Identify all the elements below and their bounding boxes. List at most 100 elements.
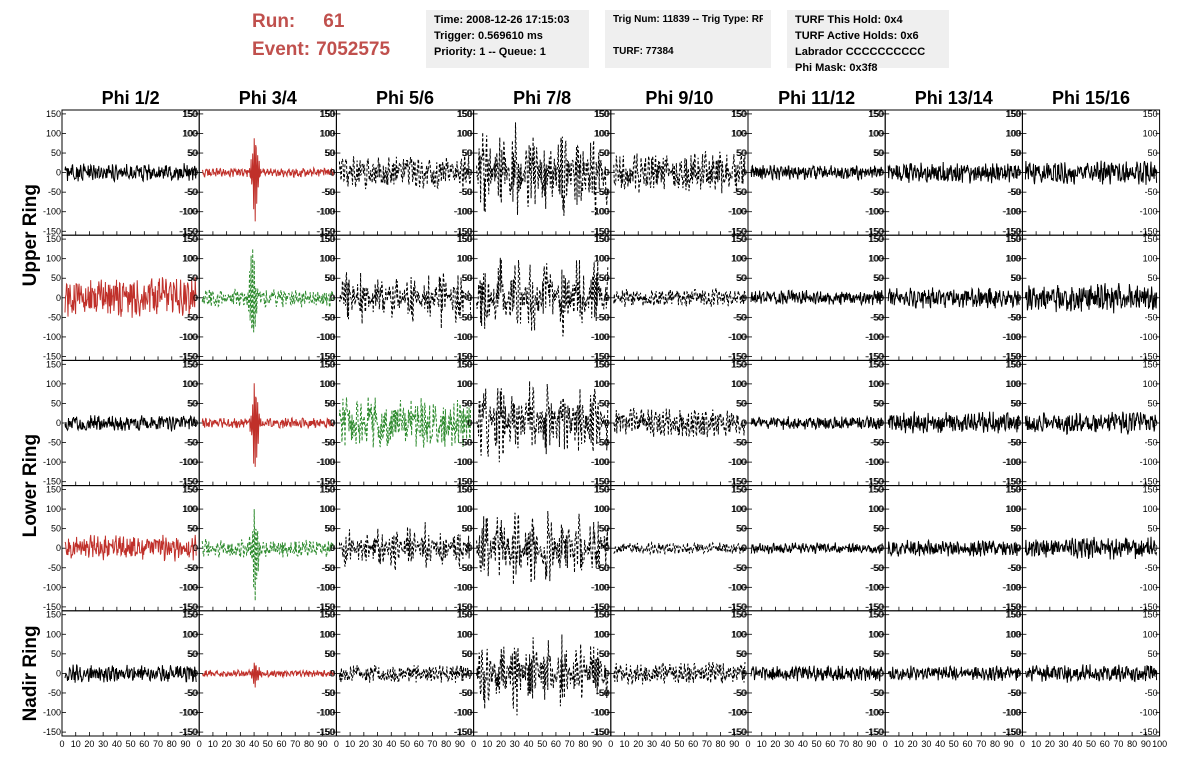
panel-r5-c3: 150 150 100 100 50 50 0 0 -50 -50 -100 -100 -150 -150 [317,610,475,737]
y-tick-label: 100 [595,379,610,389]
y-tick-label: 0 [193,418,198,428]
trig-num-text: Trig Num: 11839 -- Trig Type: RF [613,14,763,25]
event-value: 7052575 [316,39,391,60]
y-tick-label: 150 [595,234,610,244]
y-tick-label: -150 [180,727,198,737]
y-tick-label-right: -150 [1140,226,1158,236]
y-tick-label: 150 [320,359,335,369]
x-tick-label: 0 [471,739,476,749]
y-tick-label: 100 [869,254,884,264]
y-tick-label: 100 [46,504,61,514]
waveform-trace [1024,536,1158,560]
y-tick-label: 150 [458,359,473,369]
y-tick-label-right: -100 [179,207,197,217]
waveform-trace [201,138,334,222]
y-tick-label: 50 [737,524,747,534]
y-tick-label: -50 [185,187,198,197]
y-tick-label: -50 [322,563,335,573]
y-tick-label-right: 150 [868,109,883,119]
y-tick-label: 100 [320,379,335,389]
y-tick-label: 0 [879,293,884,303]
x-tick-label: 70 [702,739,712,749]
y-tick-label-right: -50 [1007,312,1020,322]
run-event-header: Run: 61 Event: 7052575 [252,8,417,66]
y-tick-label-right: -50 [870,187,883,197]
y-tick-label-right: 50 [187,649,197,659]
y-tick-label: -150 [729,351,747,361]
y-tick-label: -150 [592,226,610,236]
y-tick-label: -50 [734,688,747,698]
y-tick-label-right: 100 [457,128,472,138]
turf-active-text: TURF Active Holds: 0x6 [795,30,919,42]
panel-r4-c7: 150 150 100 100 50 50 0 0 -50 -50 -100 -100 -150 -150 [866,485,1023,612]
waveform-trace [476,257,609,337]
x-tick-label: 70 [290,739,300,749]
waveform-trace [1024,160,1158,185]
panel-r3-c7: 150 150 100 100 50 50 0 0 -50 -50 -100 -100 -150 -150 [866,359,1023,487]
y-tick-label-right: 100 [594,254,609,264]
panel-r3-c1: 150 150 100 100 50 50 0 0 -50 -50 -100 -100 -150 -150 [43,359,200,487]
y-tick-label-right: 100 [1143,629,1158,639]
panel-r1-c7: 150 150 100 100 50 50 0 0 -50 -50 -100 -100 -150 -150 [866,109,1023,236]
panel-r1-c2: 150 150 100 100 50 50 0 0 -50 -50 -100 -100 -150 -150 [180,109,337,236]
panel-r3-c3: 150 150 100 100 50 50 0 0 -50 -50 -100 -100 -150 -150 [317,359,475,487]
y-tick-label: -150 [866,226,884,236]
y-tick-label-right: -50 [1145,688,1158,698]
waveform-trace [750,164,883,182]
y-tick-label: 150 [46,485,61,495]
trigger-text: Trigger: 0.569610 ms [434,30,543,42]
y-tick-label: -50 [871,688,884,698]
x-tick-label: 50 [674,739,684,749]
y-tick-label-right: 150 [594,485,609,495]
y-tick-label: 50 [1011,148,1021,158]
y-tick-label: -100 [1003,708,1021,718]
y-tick-label-right: 50 [873,273,883,283]
y-tick-label-right: -100 [179,457,197,467]
y-tick-label: -100 [43,332,61,342]
y-tick-label: -150 [455,477,473,487]
y-tick-label-right: -50 [184,312,197,322]
y-tick-label-right: 100 [182,254,197,264]
y-tick-label-right: -50 [1145,438,1158,448]
y-tick-label: 150 [458,234,473,244]
y-tick-label-right: -100 [316,332,334,342]
y-tick-label: -100 [592,582,610,592]
y-tick-label: 50 [463,148,473,158]
waveform-trace [750,414,883,431]
y-tick-label: -50 [871,438,884,448]
y-tick-label: 150 [595,610,610,620]
y-tick-label: -150 [43,602,61,612]
y-tick-label: 50 [188,649,198,659]
y-tick-label-right: 150 [457,485,472,495]
y-tick-label-right: -50 [321,438,334,448]
y-tick-label-right: -150 [728,226,746,236]
x-tick-label: 80 [716,739,726,749]
x-tick-label: 30 [510,739,520,749]
y-tick-label: 0 [193,168,198,178]
y-tick-label: 0 [468,168,473,178]
x-tick-label: 80 [441,739,451,749]
y-tick-label: 100 [458,504,473,514]
y-tick-label: 50 [51,148,61,158]
y-tick-label: 50 [51,649,61,659]
y-tick-label: 100 [1006,629,1021,639]
panel-r1-c4: 150 150 100 100 50 50 0 0 -50 -50 -100 -100 -150 -150 [455,109,612,236]
phi-mask-text: Phi Mask: 0x3f8 [795,62,878,74]
x-tick-label: 70 [839,739,849,749]
y-tick-label-right: -100 [1002,332,1020,342]
y-tick-label: 50 [188,524,198,534]
y-tick-label-right: -100 [1002,457,1020,467]
y-tick-label-right: 150 [182,109,197,119]
x-tick-label: 30 [98,739,108,749]
x-tick-label: 20 [633,739,643,749]
waveform-trace [1024,411,1158,435]
x-tick-label: 50 [949,739,959,749]
y-tick-label: -50 [322,187,335,197]
x-tick-label: 0 [745,739,750,749]
y-tick-label: -150 [866,351,884,361]
y-tick-label: -100 [1003,332,1021,342]
y-tick-label: 0 [605,418,610,428]
y-tick-label: -150 [43,727,61,737]
